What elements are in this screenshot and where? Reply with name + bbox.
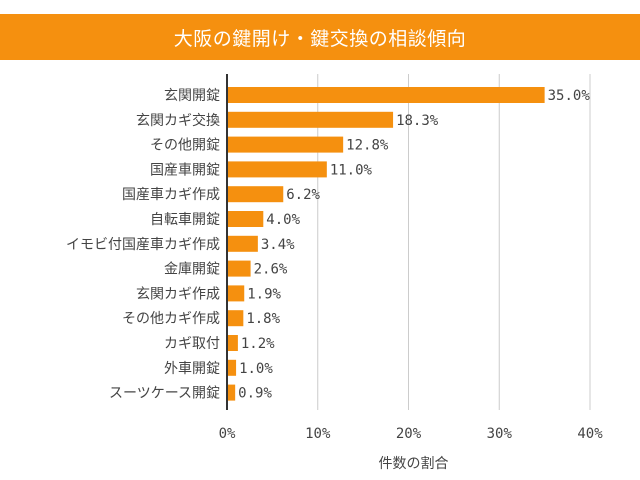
bar bbox=[227, 111, 394, 128]
category-label: 金庫開錠 bbox=[164, 261, 220, 278]
category-label: 国産車カギ作成 bbox=[122, 186, 220, 203]
x-tick-labels: 0% 10% 20% 30% 40% bbox=[219, 426, 604, 442]
value-label: 3.4% bbox=[261, 237, 295, 253]
category-label: その他カギ作成 bbox=[122, 311, 220, 327]
category-label: 玄関カギ交換 bbox=[136, 112, 220, 129]
bar bbox=[227, 335, 238, 351]
grid-lines bbox=[317, 74, 591, 410]
x-tick-label: 0% bbox=[219, 426, 236, 442]
value-label: 1.0% bbox=[239, 361, 273, 377]
chart-title-bar: 大阪の鍵開け・鍵交換の相談傾向 bbox=[0, 14, 640, 60]
bars bbox=[227, 87, 545, 401]
category-label: その他開錠 bbox=[150, 138, 220, 154]
bar bbox=[227, 384, 236, 401]
value-label: 12.8% bbox=[346, 138, 389, 154]
category-label: イモビ付国産車カギ作成 bbox=[66, 236, 220, 253]
category-label: 自転車開錠 bbox=[150, 211, 220, 228]
bar bbox=[227, 285, 245, 302]
bar bbox=[227, 87, 545, 103]
x-tick-label: 20% bbox=[396, 426, 422, 442]
category-label: 玄関カギ作成 bbox=[136, 285, 220, 302]
bar bbox=[227, 161, 327, 178]
value-label: 1.2% bbox=[241, 336, 275, 352]
x-tick-label: 30% bbox=[487, 426, 513, 442]
bar bbox=[227, 260, 251, 277]
chart-title: 大阪の鍵開け・鍵交換の相談傾向 bbox=[173, 27, 467, 50]
bar bbox=[227, 136, 344, 153]
value-label: 1.9% bbox=[247, 286, 281, 302]
x-tick-label: 40% bbox=[577, 426, 603, 442]
category-label: 玄関開錠 bbox=[164, 87, 220, 104]
value-label: 11.0% bbox=[330, 162, 373, 178]
x-tick-label: 10% bbox=[305, 426, 331, 442]
value-label: 6.2% bbox=[286, 187, 320, 203]
value-label: 35.0% bbox=[548, 88, 591, 104]
value-labels: 35.0% 18.3% 12.8% 11.0% 6.2% 4.0% 3.4% 2.6% 1.9%… bbox=[238, 88, 590, 402]
bar bbox=[227, 211, 264, 227]
bar bbox=[227, 186, 284, 203]
category-label: スーツケース開錠 bbox=[109, 386, 220, 402]
category-labels: 玄関開錠玄関カギ交換その他開錠国産車開錠国産車カギ作成自転車開錠イモビ付国産車カ… bbox=[66, 87, 220, 402]
category-label: 国産車開錠 bbox=[150, 161, 220, 178]
value-label: 1.8% bbox=[246, 311, 280, 327]
value-label: 4.0% bbox=[266, 212, 300, 228]
bar bbox=[227, 235, 258, 252]
value-label: 18.3% bbox=[396, 113, 439, 129]
x-axis-title: 件数の割合 bbox=[379, 455, 449, 472]
bar bbox=[227, 359, 237, 376]
category-label: 外車開錠 bbox=[164, 360, 220, 377]
value-label: 0.9% bbox=[238, 386, 272, 402]
category-label: カギ取付 bbox=[164, 336, 220, 352]
bar bbox=[227, 310, 244, 327]
value-label: 2.6% bbox=[254, 262, 288, 278]
